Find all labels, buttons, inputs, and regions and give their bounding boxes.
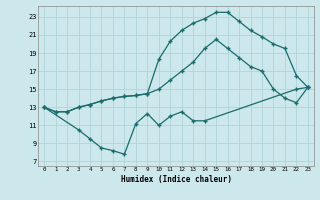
X-axis label: Humidex (Indice chaleur): Humidex (Indice chaleur) xyxy=(121,175,231,184)
